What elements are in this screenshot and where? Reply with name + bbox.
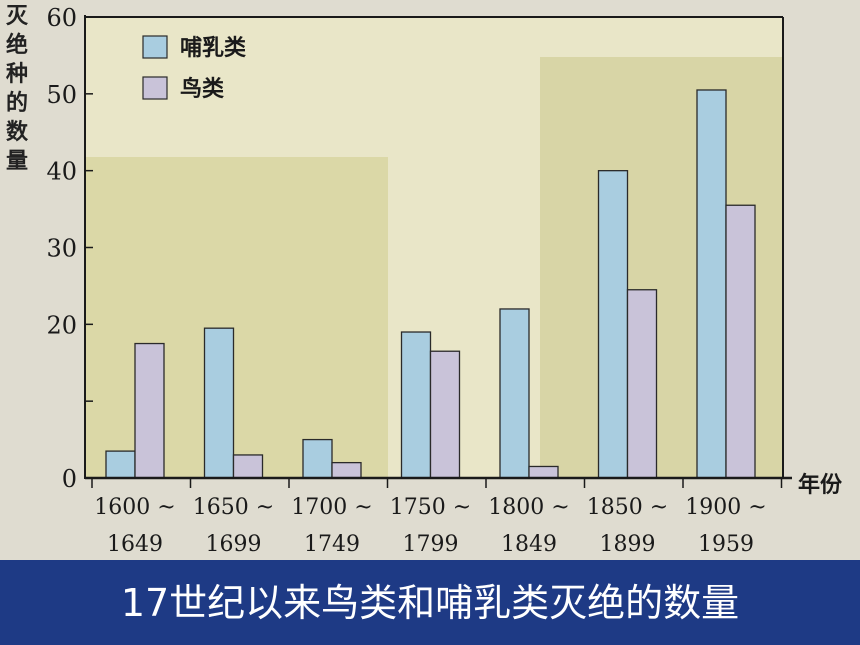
x-axis-label: 年份 xyxy=(798,472,843,498)
legend-label-mammal: 哺乳类 xyxy=(180,35,247,61)
y-tick-label-0: 0 xyxy=(62,465,77,493)
y-axis-label-char: 种 xyxy=(6,62,29,87)
y-tick-label-6: 60 xyxy=(46,4,77,32)
bar-mammal-0 xyxy=(105,450,136,479)
x-tick-label-2-line1: 1700 ~ xyxy=(291,495,372,520)
y-tick-label-3: 30 xyxy=(46,235,77,263)
y-tick-label-2: 20 xyxy=(46,311,77,339)
plot-shade-left xyxy=(85,157,388,478)
x-tick-label-1-line2: 1699 xyxy=(206,532,262,557)
bar-bird-2 xyxy=(331,461,362,479)
bar-bird-4 xyxy=(528,465,559,479)
x-tick-label-6-line2: 1959 xyxy=(698,532,754,557)
x-tick-label-5-line2: 1899 xyxy=(600,532,656,557)
bar-bird-6 xyxy=(725,204,756,479)
bar-mammal-2 xyxy=(302,438,333,479)
legend-label-bird: 鸟类 xyxy=(180,76,225,102)
legend-swatch-mammal xyxy=(142,35,168,59)
bar-bird-1 xyxy=(232,454,264,479)
x-tick-label-1-line1: 1650 ~ xyxy=(193,495,274,520)
bar-bird-0 xyxy=(134,342,165,479)
chart-area: 灭绝种的数量 0 20 30 40 50 60 1600 ~ 1649 1650 ~ 1699 17… xyxy=(0,0,860,560)
bar-mammal-6 xyxy=(696,89,727,479)
x-tick-label-0-line1: 1600 ~ xyxy=(94,495,175,520)
y-axis-label-char: 数 xyxy=(6,120,29,145)
x-tick-label-0-line2: 1649 xyxy=(107,532,163,557)
y-axis-label-char: 量 xyxy=(6,149,29,174)
bar-mammal-1 xyxy=(203,327,235,479)
y-axis-label-char: 绝 xyxy=(6,33,29,58)
bar-mammal-3 xyxy=(400,331,432,479)
x-tick-label-4-line1: 1800 ~ xyxy=(488,495,569,520)
y-tick-label-5: 50 xyxy=(46,81,77,109)
x-tick-label-4-line2: 1849 xyxy=(501,532,557,557)
y-axis-label-char: 的 xyxy=(6,91,29,116)
x-tick-label-5-line1: 1850 ~ xyxy=(587,495,668,520)
legend-swatch-bird xyxy=(142,76,168,100)
y-axis-label-char: 灭 xyxy=(6,4,29,29)
x-tick-label-2-line2: 1749 xyxy=(304,532,360,557)
bar-chart: 0 20 30 40 50 60 1600 ~ 1649 1650 ~ 1699 1700 ~ 174… xyxy=(46,4,843,557)
x-tick-label-3-line2: 1799 xyxy=(403,532,459,557)
x-tick-label-3-line1: 1750 ~ xyxy=(390,495,471,520)
x-tick-label-6-line1: 1900 ~ xyxy=(685,495,766,520)
bar-mammal-4 xyxy=(499,308,530,479)
caption-text: 17世纪以来鸟类和哺乳类灭绝的数量 xyxy=(120,581,740,625)
bar-bird-3 xyxy=(429,350,461,479)
bar-mammal-5 xyxy=(597,170,629,479)
caption-bar: 17世纪以来鸟类和哺乳类灭绝的数量 xyxy=(0,560,860,645)
bar-bird-5 xyxy=(626,289,658,479)
y-tick-label-4: 40 xyxy=(46,158,77,186)
